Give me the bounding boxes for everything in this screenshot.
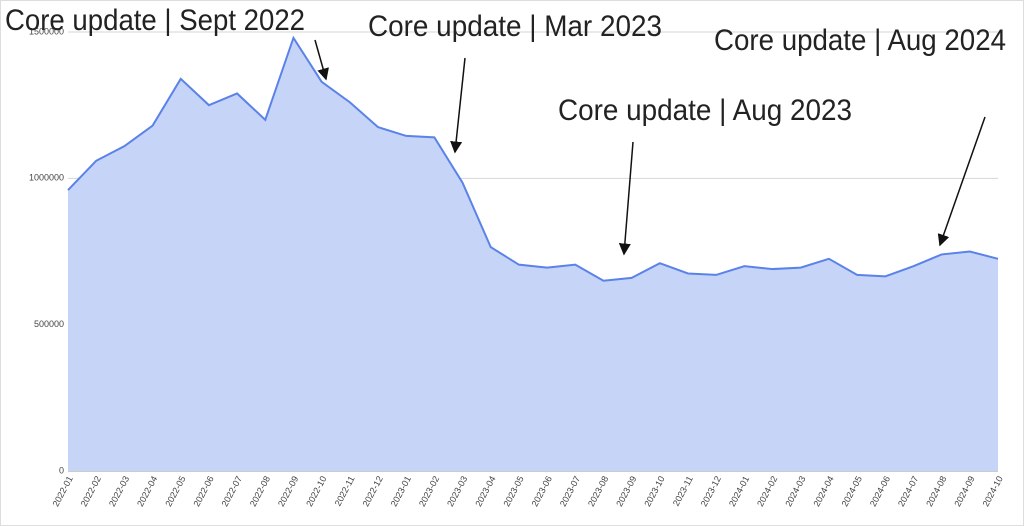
x-tick-label: 2024-08: [924, 474, 948, 508]
x-tick-label: 2023-07: [558, 474, 582, 508]
x-tick-label: 2023-01: [389, 474, 413, 508]
x-tick-label: 2024-10: [981, 474, 1005, 508]
x-tick-label: 2024-07: [896, 474, 920, 508]
x-tick-label: 2023-05: [501, 474, 525, 508]
annotation-arrow: [618, 141, 634, 256]
line: [67, 35, 999, 282]
x-tick-label: 2024-09: [952, 474, 976, 508]
x-tick-label: 2023-02: [417, 474, 441, 508]
area: [68, 37, 998, 471]
y-tick-label: 1000000: [29, 173, 64, 183]
x-tick-label: 2023-10: [642, 474, 666, 508]
x-tick-label: 2022-02: [79, 474, 103, 508]
x-tick-label: 2023-11: [671, 474, 695, 507]
x-tick-label: 2023-12: [699, 474, 723, 508]
x-tick-label: 2024-02: [755, 474, 779, 508]
x-tick-label: 2022-08: [248, 474, 272, 508]
x-tick-label: 2024-06: [868, 474, 892, 508]
x-tick-label: 2022-03: [107, 474, 131, 508]
x-tick-label: 2022-01: [51, 474, 75, 508]
annotation-arrow: [314, 39, 329, 81]
x-tick-label: 2022-09: [276, 474, 300, 508]
x-tick-label: 2024-05: [840, 474, 864, 508]
x-tick-label: 2023-09: [614, 474, 638, 508]
annotation-arrow: [450, 57, 466, 154]
annotation: Core update | Mar 2023: [368, 10, 662, 43]
annotation: Core update | Aug 2024: [714, 24, 1006, 57]
x-tick-label: 2024-01: [727, 474, 751, 508]
y-tick-label: 0: [59, 465, 64, 475]
y-tick-label: 500000: [34, 319, 64, 329]
x-tick-label: 2023-04: [473, 474, 497, 508]
x-tick-label: 2023-06: [530, 474, 554, 508]
annotation: Core update | Sept 2022: [5, 4, 305, 37]
x-tick-label: 2024-03: [783, 474, 807, 508]
annotation: Core update | Aug 2023: [558, 94, 852, 127]
x-tick-label: 2022-12: [361, 474, 385, 508]
y-tick-label: 1500000: [29, 26, 64, 36]
x-tick-label: 2023-03: [445, 474, 469, 508]
x-tick-label: 2024-04: [811, 474, 835, 508]
x-tick-label: 2022-10: [304, 474, 328, 508]
x-tick-label: 2022-05: [163, 474, 187, 508]
x-tick-label: 2022-11: [333, 474, 357, 507]
annotation-arrow: [937, 116, 986, 247]
x-tick-label: 2022-06: [191, 474, 215, 508]
x-tick-label: 2022-07: [220, 474, 244, 508]
x-tick-label: 2022-04: [135, 474, 159, 508]
x-tick-label: 2023-08: [586, 474, 610, 508]
